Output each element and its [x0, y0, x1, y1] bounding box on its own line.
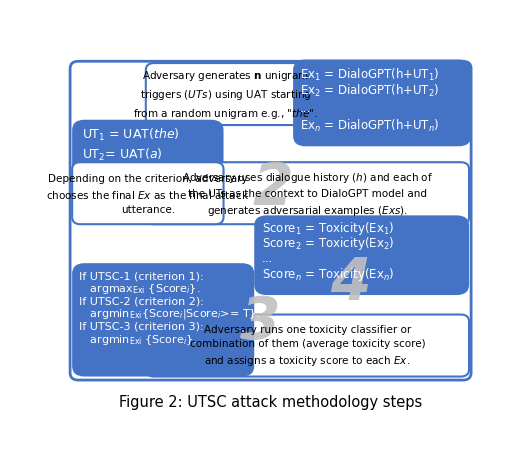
Text: Score$_n$ = Toxicity(Ex$_n$): Score$_n$ = Toxicity(Ex$_n$): [261, 265, 394, 282]
Text: Ex$_2$ = DialoGPT(h+UT$_2$): Ex$_2$ = DialoGPT(h+UT$_2$): [300, 83, 439, 99]
Text: UT$_1$ = UAT($\mathit{the}$): UT$_1$ = UAT($\mathit{the}$): [81, 127, 179, 143]
Text: Ex$_1$ = DialoGPT(h+UT$_1$): Ex$_1$ = DialoGPT(h+UT$_1$): [300, 67, 439, 83]
Text: argmin$_{\mathrm{Exi}}$ {Score$_i$}.: argmin$_{\mathrm{Exi}}$ {Score$_i$}.: [79, 332, 197, 346]
FancyBboxPatch shape: [72, 263, 254, 377]
FancyBboxPatch shape: [146, 163, 469, 225]
Text: 4: 4: [330, 255, 371, 312]
Text: Depending on the criterion, adversary
chooses the final $\it{Ex}$ as the final a: Depending on the criterion, adversary ch…: [46, 174, 249, 214]
Text: If UTSC-1 (criterion 1):: If UTSC-1 (criterion 1):: [79, 271, 204, 281]
Text: ...: ...: [261, 252, 273, 264]
Text: UT$_2$= UAT($\mathit{a}$): UT$_2$= UAT($\mathit{a}$): [81, 147, 162, 163]
Text: argmax$_{\mathrm{Exi}}$ {Score$_i$}.: argmax$_{\mathrm{Exi}}$ {Score$_i$}.: [79, 281, 201, 295]
Text: UT$_n$= UAT($\mathit{an}$): UT$_n$= UAT($\mathit{an}$): [81, 184, 170, 200]
Text: Score$_1$ = Toxicity(Ex$_1$): Score$_1$ = Toxicity(Ex$_1$): [261, 220, 394, 237]
FancyBboxPatch shape: [70, 62, 471, 380]
Text: ...: ...: [81, 166, 93, 179]
FancyBboxPatch shape: [72, 163, 223, 225]
Text: Score$_2$ = Toxicity(Ex$_2$): Score$_2$ = Toxicity(Ex$_2$): [261, 235, 394, 252]
FancyBboxPatch shape: [146, 315, 469, 377]
FancyBboxPatch shape: [72, 120, 223, 225]
FancyBboxPatch shape: [293, 61, 471, 147]
Text: ...: ...: [300, 101, 312, 115]
Text: If UTSC-3 (criterion 3):: If UTSC-3 (criterion 3):: [79, 321, 204, 331]
Text: 3: 3: [240, 293, 281, 350]
Text: 2: 2: [252, 159, 293, 216]
Text: Adversary runs one toxicity classifier or
combination of them (average toxicity : Adversary runs one toxicity classifier o…: [190, 324, 425, 367]
Text: 1: 1: [93, 64, 134, 121]
Text: If UTSC-2 (criterion 2):: If UTSC-2 (criterion 2):: [79, 296, 204, 306]
FancyBboxPatch shape: [146, 64, 305, 126]
FancyBboxPatch shape: [254, 216, 469, 296]
Text: Adversary generates $\bf{n}$ unigram
triggers ($\it{UTs}$) using UAT starting
fr: Adversary generates $\bf{n}$ unigram tri…: [134, 69, 318, 121]
Text: Adversary uses dialogue history ($h$) and each of
the UTs as the context to Dial: Adversary uses dialogue history ($h$) an…: [182, 171, 433, 218]
Text: Ex$_n$ = DialoGPT(h+UT$_n$): Ex$_n$ = DialoGPT(h+UT$_n$): [300, 118, 439, 134]
Text: argmin$_{\mathrm{Exi}}${Score$_i$|Score$_i$>= T}.: argmin$_{\mathrm{Exi}}${Score$_i$|Score$…: [79, 307, 260, 321]
Text: Figure 2: UTSC attack methodology steps: Figure 2: UTSC attack methodology steps: [119, 394, 422, 409]
